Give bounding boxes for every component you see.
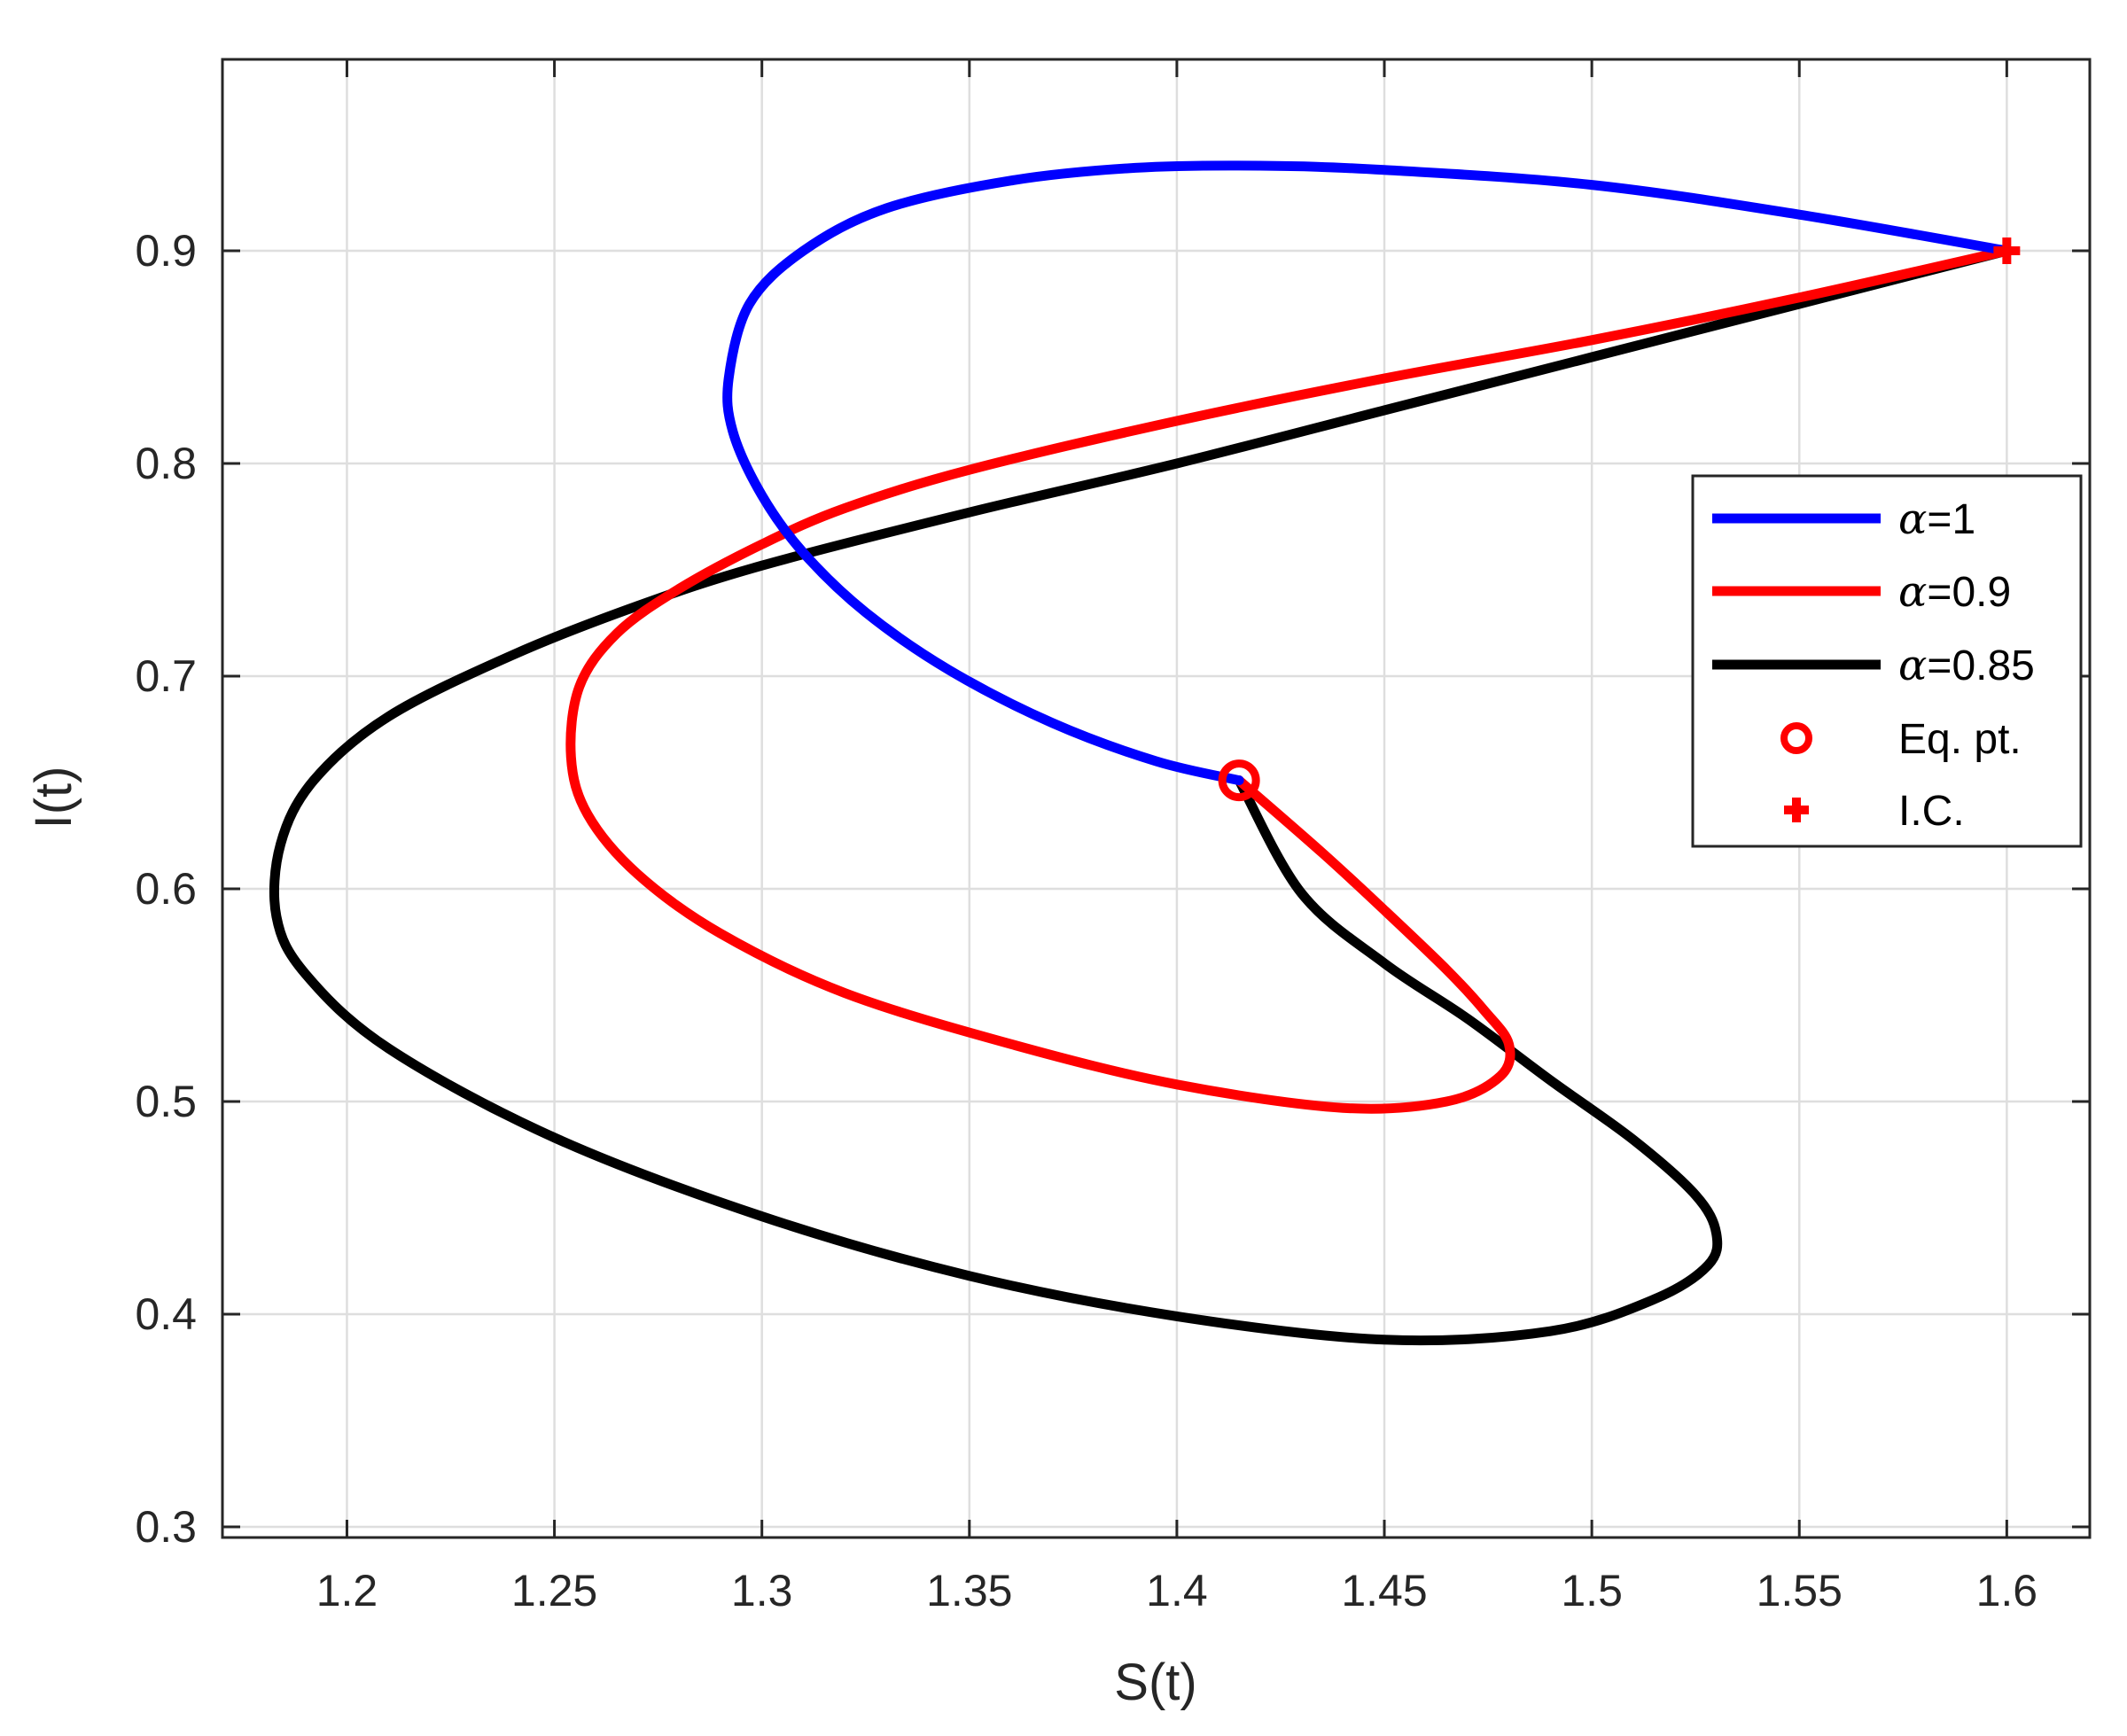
series-line-2 [269,245,2012,1346]
legend-label-0: α=1 [1898,494,1975,544]
equilibrium-point-marker [1218,759,1260,802]
legend-alpha-symbol: α [1898,641,1927,690]
legend-label-1: α=0.9 [1898,567,2011,617]
x-tick-labels: 1.2 1.25 1.3 1.35 1.4 1.45 1.5 1.55 1.6 [316,1566,2037,1615]
x-tick-label: 1.2 [316,1566,378,1615]
legend-alpha-symbol: α [1898,567,1927,617]
x-tick-label: 1.25 [511,1566,597,1615]
y-tick-label: 0.8 [135,439,197,488]
legend-marker-label-0: Eq. pt. [1898,716,2022,763]
series-line-0 [722,160,2012,786]
y-tick-label: 0.6 [135,864,197,914]
y-tick-label: 0.9 [135,226,197,276]
axis-ticks [222,59,2090,1537]
x-tick-label: 1.3 [731,1566,793,1615]
legend-series-name: =1 [1927,496,1975,543]
y-tick-labels: 0.3 0.4 0.5 0.6 0.7 0.8 0.9 [135,226,197,1552]
legend-marker-label-1: I.C. [1898,788,1965,835]
x-tick-label: 1.45 [1341,1566,1427,1615]
x-tick-label: 1.6 [1976,1566,2038,1615]
y-tick-label: 0.5 [135,1077,197,1126]
x-axis-title: S(t) [1114,1654,1196,1711]
x-tick-label: 1.4 [1146,1566,1208,1615]
series-layer [269,160,2012,1346]
y-tick-label: 0.3 [135,1502,197,1552]
legend-label-2: α=0.85 [1898,641,2035,690]
legend-alpha-symbol: α [1898,494,1927,544]
plot-frame [221,58,2092,1539]
y-axis-title: I(t) [25,767,82,829]
legend-eq-marker [1780,722,1812,754]
legend-series-name: =0.85 [1927,642,2034,689]
x-tick-label: 1.55 [1757,1566,1843,1615]
x-tick-label: 1.35 [926,1566,1012,1615]
y-tick-label: 0.7 [135,651,197,701]
series-line-1 [565,245,2012,1114]
legend-series-name: =0.9 [1927,569,2011,616]
marker-layer [1218,237,2021,802]
y-tick-label: 0.4 [135,1289,197,1339]
initial-condition-marker [1993,237,2021,264]
x-tick-label: 1.5 [1561,1566,1623,1615]
